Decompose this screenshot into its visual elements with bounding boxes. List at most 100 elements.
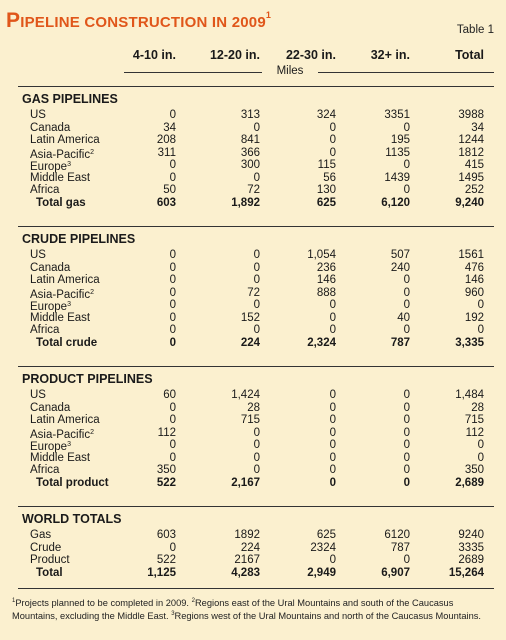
row-label: Middle East [30,312,90,324]
table-row: Africa 350 0 0 0 350 [0,464,506,476]
cell-22-30-in: 146 [316,274,336,286]
cell-total: 28 [471,401,484,414]
cell-22-30-in: 236 [316,261,336,274]
cell-4-10-in: 311 [157,146,176,159]
row-label-text: Total [36,566,63,579]
row-label-text: Africa [30,324,60,336]
cell-total: 112 [465,426,484,439]
cell-4-10-in: 0 [169,439,176,451]
cell-4-10-in: 1,125 [147,566,176,579]
cell-12-20-in: 0 [253,171,260,184]
cell-32-in: 1135 [385,146,410,159]
footnote-1: Projects planned to be completed in 2009… [15,598,190,608]
cell-12-20-in: 0 [253,261,260,274]
cell-total: 1812 [458,146,484,159]
cell-total: 0 [477,439,484,451]
row-label: Total product [36,477,109,489]
footnote-3-mark: 3 [171,611,175,617]
cell-4-10-in: 0 [169,311,176,324]
cell-12-20-in: 0 [253,121,260,134]
row-label-text: Europe [30,161,68,173]
row-label-text: Middle East [30,171,91,184]
cell-32-in: 0 [403,299,410,311]
cell-12-20-in: 2167 [234,554,260,566]
cell-total: 2,689 [455,476,484,489]
cell-12-20-in: 0 [253,451,260,464]
table-row: Latin America 0 715 0 0 715 [0,414,506,426]
cell-32-in: 0 [403,554,410,566]
row-label-text: Canada [30,121,71,134]
footnote-divider [18,588,494,589]
title-text: ipeline construction in 2009 [20,14,266,31]
title-bar: Pipeline construction in 20091 Table 1 [0,0,506,40]
row-footnote-mark: 2 [90,428,94,436]
section-divider [18,86,494,87]
table-row: US 0 313 324 3351 3988 [0,109,506,121]
cell-total: 350 [464,464,484,476]
row-label-text: Product [30,554,70,566]
footnote-3: Regions west of the Ural Mountains and n… [174,611,481,621]
table-row: Europe3 0 0 0 0 0 [0,299,506,313]
table-row: Canada 0 0 236 240 476 [0,262,506,274]
row-label: Gas [30,529,51,541]
table-row: Crude 0 224 2324 787 3335 [0,542,506,554]
column-header-12-20: 12-20 in. [209,48,260,62]
cell-12-20-in: 0 [253,439,260,451]
cell-22-30-in: 0 [329,426,336,439]
row-label-text: Asia-Pacific [30,288,91,301]
cell-total: 715 [464,414,484,426]
cell-32-in: 0 [403,159,410,171]
cell-4-10-in: 0 [169,249,176,261]
cell-4-10-in: 350 [156,464,176,476]
row-label: US [30,109,46,121]
cell-32-in: 1439 [384,171,410,184]
row-label-text: Total product [36,476,109,489]
column-header-total: Total [455,48,484,62]
row-label: Canada [30,122,70,134]
row-label-text: Latin America [30,274,100,286]
cell-total: 192 [464,311,484,324]
table-row: Canada 0 28 0 0 28 [0,402,506,414]
row-label-text: Total gas [36,196,86,209]
cell-12-20-in: 841 [240,134,260,146]
table-row: Asia-Pacific2 112 0 0 0 112 [0,426,506,441]
cell-32-in: 195 [390,134,410,146]
unit-label: Miles [262,65,318,77]
row-label-text: Gas [30,529,52,541]
title-footnote-mark: 1 [265,10,272,20]
cell-22-30-in: 888 [316,286,336,299]
row-label-text: Middle East [30,311,91,324]
cell-12-20-in: 0 [253,426,260,439]
cell-32-in: 240 [390,261,410,274]
cell-22-30-in: 0 [329,414,336,426]
cell-total: 2689 [458,554,484,566]
cell-12-20-in: 0 [253,464,260,476]
row-label: Europe3 [30,439,71,453]
cell-4-10-in: 0 [169,324,176,336]
column-header-32-plus: 32+ in. [370,48,410,62]
cell-4-10-in: 0 [169,541,176,554]
row-label-text: Europe [30,441,68,453]
cell-total: 1,484 [455,389,484,401]
cell-22-30-in: 0 [329,299,336,311]
table-row: US 60 1,424 0 0 1,484 [0,389,506,401]
footnotes: 1Projects planned to be completed in 200… [12,596,498,622]
row-label-text: Latin America [30,134,100,146]
table-row: Gas 603 1892 625 6120 9240 [0,529,506,541]
cell-4-10-in: 0 [169,109,176,121]
title-first-letter: P [6,9,21,32]
row-label-text: Africa [30,464,60,476]
cell-4-10-in: 208 [156,134,176,146]
cell-22-30-in: 0 [329,464,336,476]
table-row: Canada 34 0 0 0 34 [0,122,506,134]
cell-total: 146 [464,274,484,286]
cell-12-20-in: 28 [247,401,260,414]
section-title-product-pipelines: PRODUCT PIPELINES [22,372,153,386]
table-row: Product 522 2167 0 0 2689 [0,554,506,566]
cell-4-10-in: 0 [169,286,176,299]
table-row: Europe3 0 300 115 0 415 [0,159,506,173]
table-total-row: Total 1,125 4,283 2,949 6,907 15,264 [0,567,506,579]
cell-32-in: 3351 [384,109,410,121]
cell-32-in: 0 [403,464,410,476]
cell-12-20-in: 2,167 [231,476,260,489]
